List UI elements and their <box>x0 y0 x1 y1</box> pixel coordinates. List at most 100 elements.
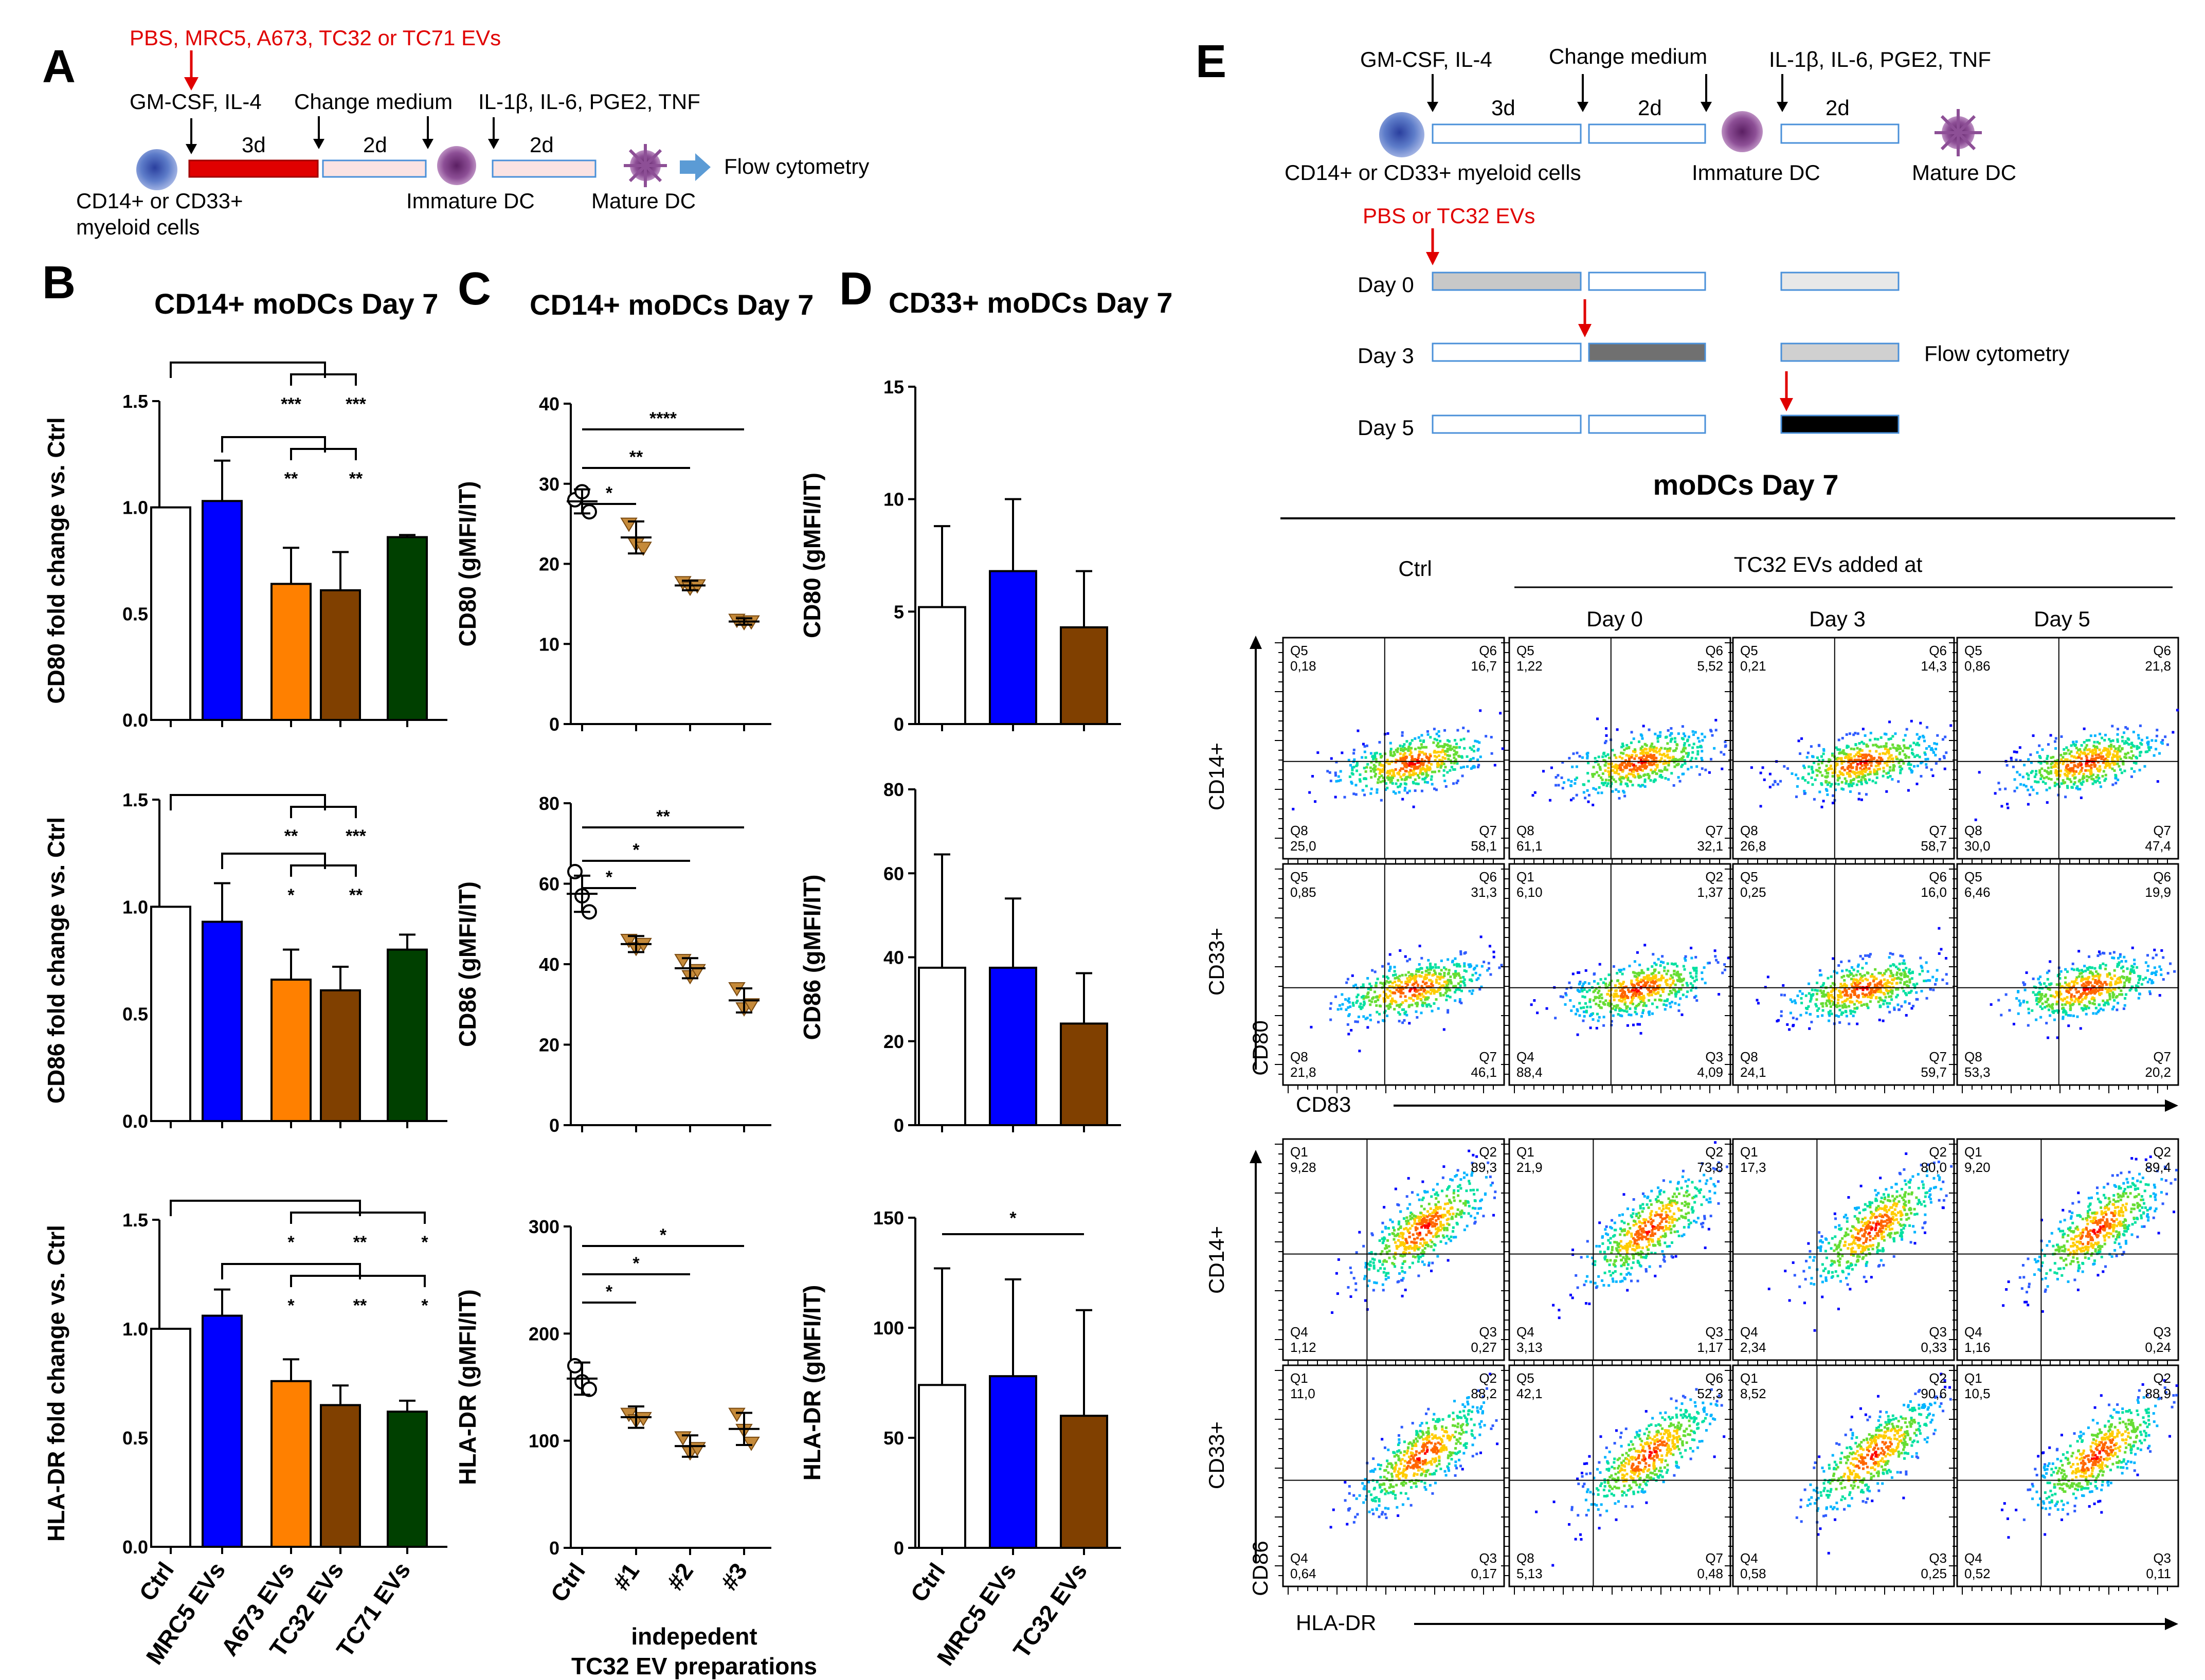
flow-event <box>1669 734 1672 737</box>
flow-event <box>1658 734 1661 737</box>
flow-event <box>1821 1014 1824 1017</box>
flow-event <box>1416 767 1419 770</box>
B1-ytick-label: 0.0 <box>122 710 148 731</box>
flow-event <box>2085 739 2088 742</box>
flow-quadrant-label: Q7 <box>1479 823 1497 838</box>
flow-event <box>1640 978 1643 981</box>
flow-event <box>1627 754 1630 757</box>
flow-event <box>1409 769 1412 772</box>
flow-event <box>1679 973 1683 976</box>
flow-event <box>1447 757 1450 761</box>
flow-event <box>1889 775 1892 778</box>
flow-event <box>2104 733 2107 736</box>
flow-event <box>1644 758 1648 761</box>
flow-event <box>1669 1005 1672 1008</box>
flow-event <box>1635 1013 1638 1016</box>
flow-event <box>1633 984 1636 987</box>
flow-event <box>1639 996 1642 999</box>
flow-event <box>1429 1005 1432 1008</box>
flow-event <box>1408 761 1411 764</box>
flow-event <box>1809 1000 1812 1003</box>
flow-event <box>1635 987 1638 990</box>
flow-event <box>1659 769 1662 772</box>
flow-event <box>1875 772 1878 775</box>
flow-event <box>1382 776 1385 780</box>
flow-event <box>2093 1003 2096 1006</box>
flow-event <box>2073 781 2076 784</box>
flow-event <box>1399 760 1402 763</box>
flow-event <box>1686 755 1689 758</box>
flow-event <box>1366 977 1369 980</box>
flow-event <box>1688 735 1691 738</box>
flow-event <box>2102 951 2105 954</box>
flow-event <box>1866 986 1869 989</box>
C1-sig: * <box>606 483 613 503</box>
flow-event <box>1855 753 1858 756</box>
flow-event <box>1925 961 1928 964</box>
flow-event <box>1578 755 1581 758</box>
flow-event <box>1654 732 1657 735</box>
flow-event <box>1836 1002 1839 1005</box>
flow-event <box>2074 765 2077 768</box>
flow-event <box>1387 1004 1390 1007</box>
a-ev-label: PBS, MRC5, A673, TC32 or TC71 EVs <box>130 26 501 50</box>
flow-quadrant-value: 1,22 <box>1516 658 1543 674</box>
flow-event <box>1644 1004 1648 1007</box>
flow-event <box>1854 993 1857 996</box>
flow-event <box>1843 752 1846 755</box>
flow-event <box>2026 1001 2029 1004</box>
flow-event <box>1595 1002 1598 1005</box>
flow-event <box>2107 748 2110 751</box>
flow-event <box>1756 999 1759 1002</box>
c-xlabel-1: indepedent <box>631 1623 757 1650</box>
flow-col-day5: Day 5 <box>2034 607 2090 631</box>
flow-event <box>1607 973 1611 977</box>
flow-event <box>1386 1014 1389 1017</box>
flow-event <box>2147 746 2150 749</box>
flow-event <box>1588 1000 1592 1003</box>
flow-event <box>1379 781 1382 784</box>
flow-event <box>1408 789 1411 792</box>
flow-event <box>1329 1007 1332 1010</box>
flow-event <box>1387 762 1390 765</box>
flow-event <box>1405 766 1408 769</box>
flow-event <box>2083 727 2086 730</box>
flow-quadrant-value: 58,1 <box>1471 838 1497 854</box>
e-day0-label: Day 0 <box>1358 273 1414 297</box>
C3-ytick-label: 100 <box>529 1431 559 1452</box>
flow-event <box>1682 732 1685 735</box>
flow-event <box>1763 778 1766 781</box>
flow-event <box>1817 759 1820 762</box>
flow-event <box>1902 762 1905 765</box>
flow-event <box>1419 770 1422 773</box>
flow-event <box>1373 754 1377 757</box>
flow-event <box>2118 745 2121 748</box>
flow-event <box>1852 974 1855 978</box>
flow-event <box>1415 990 1418 993</box>
flow-event <box>1630 982 1633 985</box>
flow-arrow-icon <box>680 153 711 181</box>
flow-event <box>1641 971 1644 974</box>
B3-bracket-ctrl <box>170 1200 361 1216</box>
flow-event <box>1405 778 1408 781</box>
flow-event <box>2094 752 2097 755</box>
flow-event <box>1654 999 1657 1002</box>
flow-event <box>1428 768 1431 771</box>
flow-event <box>1373 990 1377 993</box>
flow-event <box>1780 993 1783 997</box>
flow-event <box>2111 994 2114 997</box>
flow-event <box>1868 758 1871 762</box>
flow-event <box>1404 786 1407 789</box>
flow-event <box>1479 935 1483 938</box>
flow-event <box>1845 969 1848 972</box>
flow-event <box>2085 993 2088 996</box>
flow-event <box>1417 996 1420 999</box>
flow-event <box>2055 991 2058 995</box>
flow-event <box>1370 1000 1373 1003</box>
flow-event <box>1582 791 1585 794</box>
flow-event <box>1670 974 1673 977</box>
flow-event <box>1366 763 1369 766</box>
flow-event <box>2077 990 2080 993</box>
flow-event <box>1640 756 1643 759</box>
flow-event <box>1860 779 1863 782</box>
